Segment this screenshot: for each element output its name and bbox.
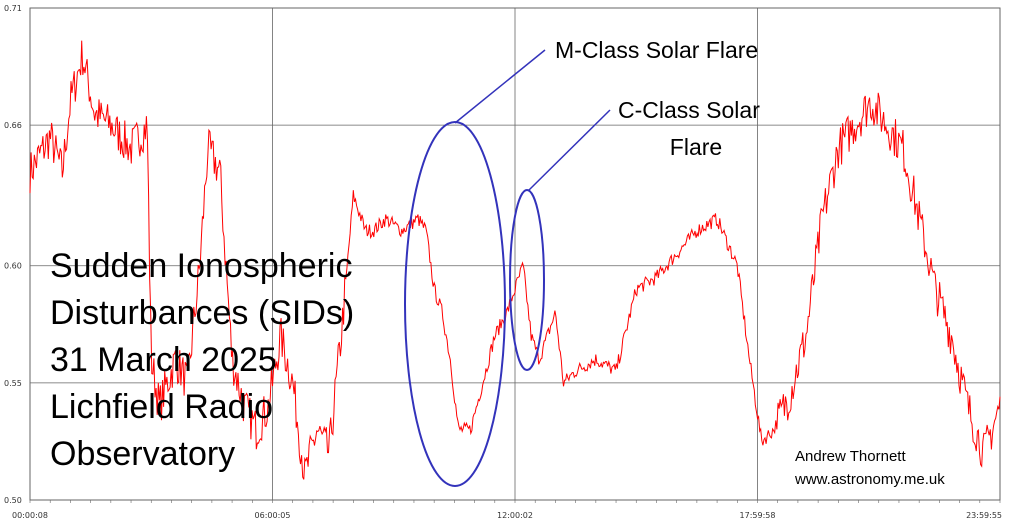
credit-line: Andrew Thornett bbox=[795, 448, 906, 465]
annotation-layer: M-Class Solar Flare C-Class Solar Flare bbox=[404, 37, 760, 487]
x-tick-label: 06:00:05 bbox=[255, 511, 291, 520]
y-axis-tick-labels: 0.71 0.66 0.60 0.55 0.50 bbox=[4, 4, 22, 505]
chart-title: Sudden Ionospheric Disturbances (SIDs) 31 … bbox=[50, 247, 354, 473]
title-line: 31 March 2025 bbox=[50, 341, 277, 379]
m-class-flare-ellipse bbox=[404, 121, 506, 487]
title-line: Lichfield Radio bbox=[50, 388, 273, 426]
title-line: Sudden Ionospheric bbox=[50, 247, 352, 285]
c-class-flare-leader bbox=[527, 109, 611, 192]
y-tick-label: 0.55 bbox=[4, 379, 22, 388]
y-tick-label: 0.60 bbox=[4, 262, 22, 271]
y-tick-label: 0.71 bbox=[4, 4, 22, 13]
title-line: Disturbances (SIDs) bbox=[50, 294, 354, 332]
c-class-flare-ellipse bbox=[509, 189, 545, 371]
x-tick-label: 12:00:02 bbox=[497, 511, 533, 520]
c-class-flare-label-line2: Flare bbox=[670, 134, 722, 160]
m-class-flare-label: M-Class Solar Flare bbox=[555, 37, 758, 63]
x-tick-label: 00:00:08 bbox=[12, 511, 48, 520]
series-layer bbox=[29, 40, 1001, 480]
c-class-flare-label-line1: C-Class Solar bbox=[618, 97, 760, 123]
x-tick-label: 23:59:55 bbox=[966, 511, 1002, 520]
x-axis-tick-labels: 00:00:08 06:00:05 12:00:02 17:59:58 23:59:55 bbox=[12, 511, 1002, 520]
m-class-flare-leader bbox=[454, 49, 546, 124]
y-tick-label: 0.50 bbox=[4, 496, 22, 505]
y-tick-label: 0.66 bbox=[4, 121, 22, 130]
data-series-line bbox=[29, 40, 1001, 480]
title-line: Observatory bbox=[50, 435, 235, 473]
credit-block: Andrew Thornett www.astronomy.me.uk bbox=[794, 448, 945, 488]
credit-line: www.astronomy.me.uk bbox=[794, 471, 945, 488]
x-tick-label: 17:59:58 bbox=[740, 511, 776, 520]
